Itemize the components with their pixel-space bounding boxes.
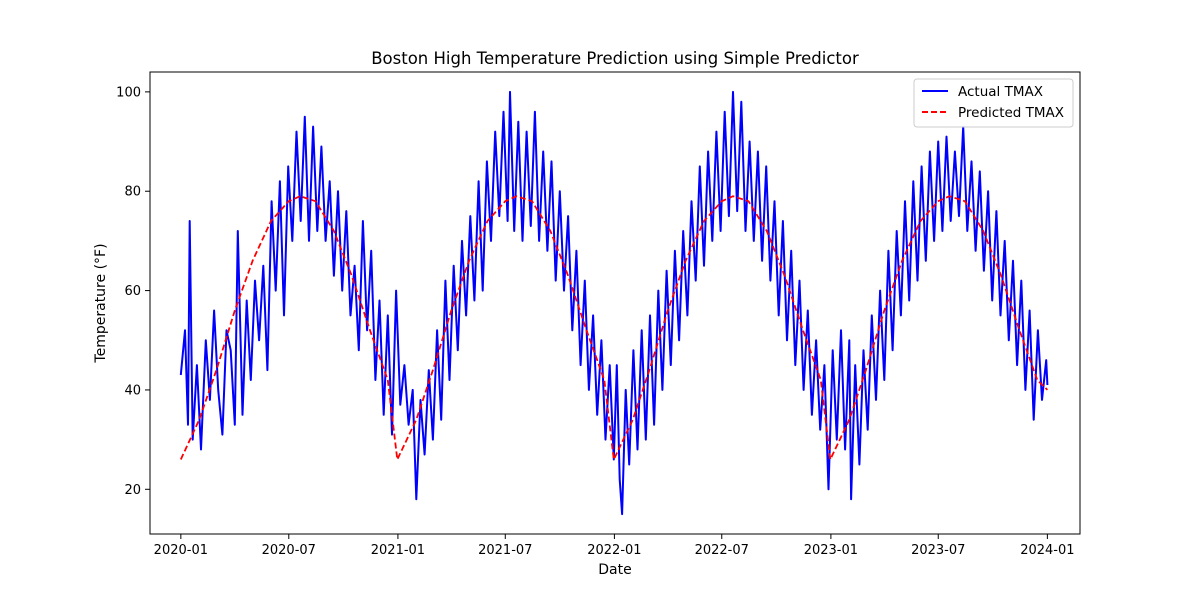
x-tick-label: 2023-01 xyxy=(804,543,858,558)
x-axis-label: Date xyxy=(598,562,631,578)
legend: Actual TMAX Predicted TMAX xyxy=(914,79,1073,127)
chart-title: Boston High Temperature Prediction using… xyxy=(371,49,859,68)
legend-label-actual: Actual TMAX xyxy=(958,84,1043,100)
x-tick-label: 2020-07 xyxy=(262,543,316,558)
x-tick-label: 2021-01 xyxy=(371,543,425,558)
y-tick-label: 80 xyxy=(124,185,141,200)
y-tick-label: 100 xyxy=(116,85,141,100)
x-tick-label: 2020-01 xyxy=(154,543,208,558)
y-tick-label: 20 xyxy=(124,483,141,498)
plot-area xyxy=(150,72,1080,534)
x-tick-label: 2022-07 xyxy=(695,543,749,558)
x-tick-label: 2024-01 xyxy=(1020,543,1074,558)
x-tick-label: 2023-07 xyxy=(911,543,965,558)
x-tick-label: 2022-01 xyxy=(587,543,641,558)
legend-label-predicted: Predicted TMAX xyxy=(958,105,1064,121)
y-axis-label: Temperature (°F) xyxy=(93,243,109,363)
x-tick-label: 2021-07 xyxy=(478,543,532,558)
y-tick-label: 60 xyxy=(124,284,141,299)
y-tick-label: 40 xyxy=(124,383,141,398)
